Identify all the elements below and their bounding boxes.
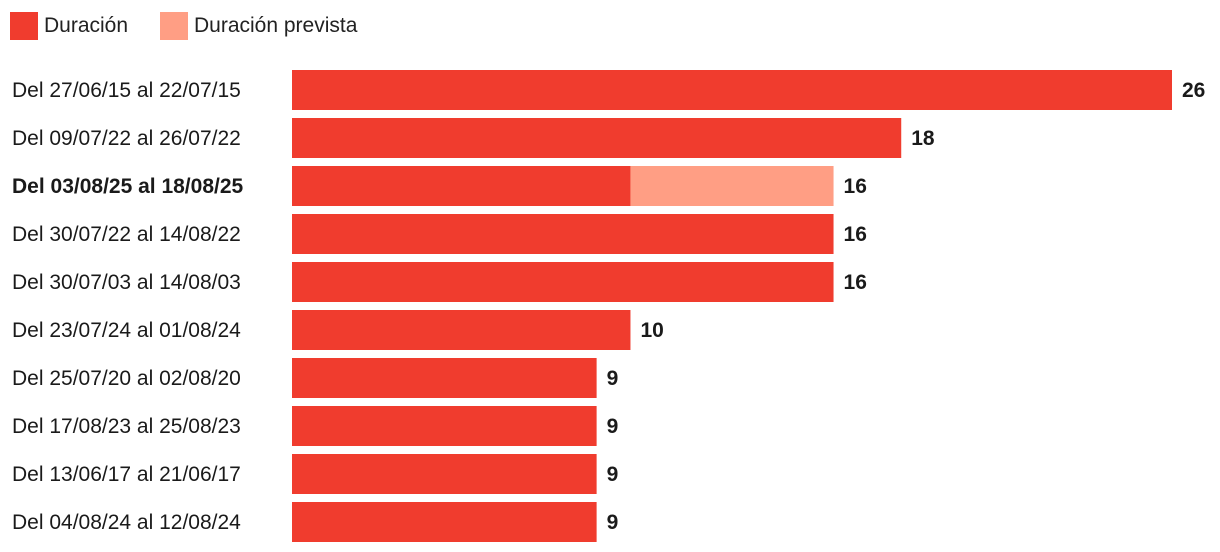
- value-label: 26: [1182, 79, 1205, 102]
- category-label: Del 13/06/17 al 21/06/17: [12, 463, 241, 486]
- category-label: Del 17/08/23 al 25/08/23: [12, 415, 241, 438]
- bar-row: Del 27/06/15 al 22/07/15 26: [12, 70, 1205, 110]
- bar-duracion: [292, 502, 597, 542]
- legend-label-duracion: Duración: [44, 14, 128, 37]
- bar-duracion: [292, 166, 631, 206]
- value-label: 9: [607, 511, 619, 534]
- bar-duracion: [292, 214, 834, 254]
- bar-row: Del 04/08/24 al 12/08/24 9: [12, 502, 618, 542]
- bar-duracion: [292, 118, 902, 158]
- value-label: 16: [844, 175, 867, 198]
- category-label: Del 25/07/20 al 02/08/20: [12, 367, 241, 390]
- bar-duracion: [292, 310, 631, 350]
- value-label: 9: [607, 415, 619, 438]
- bar-duracion-prevista: [630, 166, 834, 206]
- bar-duracion: [292, 70, 1172, 110]
- value-label: 9: [607, 463, 619, 486]
- category-label: Del 23/07/24 al 01/08/24: [12, 319, 241, 342]
- bar-row: Del 30/07/22 al 14/08/22 16: [12, 214, 867, 254]
- bar-row: Del 25/07/20 al 02/08/20 9: [12, 358, 618, 398]
- value-label: 18: [911, 127, 935, 150]
- bar-row: Del 30/07/03 al 14/08/03 16: [12, 262, 867, 302]
- category-label: Del 27/06/15 al 22/07/15: [12, 79, 241, 102]
- category-label: Del 30/07/03 al 14/08/03: [12, 271, 241, 294]
- bar-row: Del 13/06/17 al 21/06/17 9: [12, 454, 618, 494]
- legend-label-duracion-prevista: Duración prevista: [194, 14, 358, 37]
- bar-row: Del 03/08/25 al 18/08/25 16: [12, 166, 867, 206]
- value-label: 16: [844, 271, 867, 294]
- bar-duracion: [292, 406, 597, 446]
- value-label: 9: [607, 367, 619, 390]
- bar-duracion: [292, 262, 834, 302]
- bar-duracion: [292, 454, 597, 494]
- chart-rows: Del 27/06/15 al 22/07/15 26 Del 09/07/22 a…: [12, 70, 1205, 542]
- legend-swatch-duracion: [10, 12, 38, 40]
- value-label: 10: [640, 319, 663, 342]
- category-label: Del 30/07/22 al 14/08/22: [12, 223, 241, 246]
- bar-row: Del 23/07/24 al 01/08/24 10: [12, 310, 664, 350]
- bar-duracion: [292, 358, 597, 398]
- bar-row: Del 17/08/23 al 25/08/23 9: [12, 406, 618, 446]
- category-label: Del 09/07/22 al 26/07/22: [12, 127, 241, 150]
- bar-row: Del 09/07/22 al 26/07/22 18: [12, 118, 935, 158]
- legend-swatch-duracion-prevista: [160, 12, 188, 40]
- value-label: 16: [844, 223, 867, 246]
- legend: Duración Duración prevista: [10, 12, 358, 40]
- category-label: Del 03/08/25 al 18/08/25: [12, 175, 244, 198]
- category-label: Del 04/08/24 al 12/08/24: [12, 511, 241, 534]
